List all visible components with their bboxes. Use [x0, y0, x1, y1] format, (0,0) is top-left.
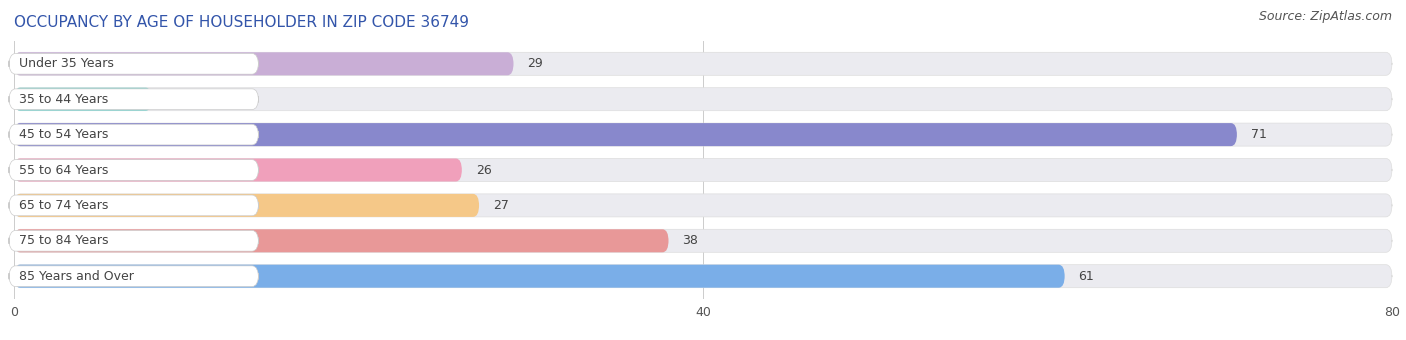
FancyBboxPatch shape — [8, 195, 259, 216]
FancyBboxPatch shape — [14, 229, 1392, 252]
FancyBboxPatch shape — [14, 88, 152, 111]
FancyBboxPatch shape — [8, 89, 259, 109]
Text: 26: 26 — [475, 164, 492, 176]
Text: 65 to 74 Years: 65 to 74 Years — [20, 199, 108, 212]
Text: 85 Years and Over: 85 Years and Over — [20, 270, 134, 283]
FancyBboxPatch shape — [14, 265, 1064, 288]
Text: 61: 61 — [1078, 270, 1094, 283]
FancyBboxPatch shape — [14, 123, 1392, 146]
FancyBboxPatch shape — [8, 124, 259, 145]
FancyBboxPatch shape — [14, 52, 513, 75]
Text: 45 to 54 Years: 45 to 54 Years — [20, 128, 108, 141]
FancyBboxPatch shape — [14, 158, 463, 182]
Text: 8: 8 — [166, 93, 173, 106]
FancyBboxPatch shape — [14, 194, 1392, 217]
FancyBboxPatch shape — [14, 123, 1237, 146]
FancyBboxPatch shape — [14, 52, 1392, 75]
FancyBboxPatch shape — [8, 266, 259, 287]
FancyBboxPatch shape — [14, 158, 1392, 182]
Text: 75 to 84 Years: 75 to 84 Years — [20, 234, 108, 247]
FancyBboxPatch shape — [14, 194, 479, 217]
FancyBboxPatch shape — [14, 265, 1392, 288]
Text: Under 35 Years: Under 35 Years — [20, 57, 114, 70]
Text: Source: ZipAtlas.com: Source: ZipAtlas.com — [1258, 10, 1392, 23]
Text: OCCUPANCY BY AGE OF HOUSEHOLDER IN ZIP CODE 36749: OCCUPANCY BY AGE OF HOUSEHOLDER IN ZIP C… — [14, 15, 470, 30]
Text: 55 to 64 Years: 55 to 64 Years — [20, 164, 108, 176]
Text: 29: 29 — [527, 57, 543, 70]
Text: 71: 71 — [1251, 128, 1267, 141]
FancyBboxPatch shape — [14, 229, 669, 252]
FancyBboxPatch shape — [8, 160, 259, 180]
FancyBboxPatch shape — [8, 231, 259, 251]
FancyBboxPatch shape — [8, 53, 259, 74]
Text: 38: 38 — [682, 234, 699, 247]
Text: 27: 27 — [494, 199, 509, 212]
Text: 35 to 44 Years: 35 to 44 Years — [20, 93, 108, 106]
FancyBboxPatch shape — [14, 88, 1392, 111]
